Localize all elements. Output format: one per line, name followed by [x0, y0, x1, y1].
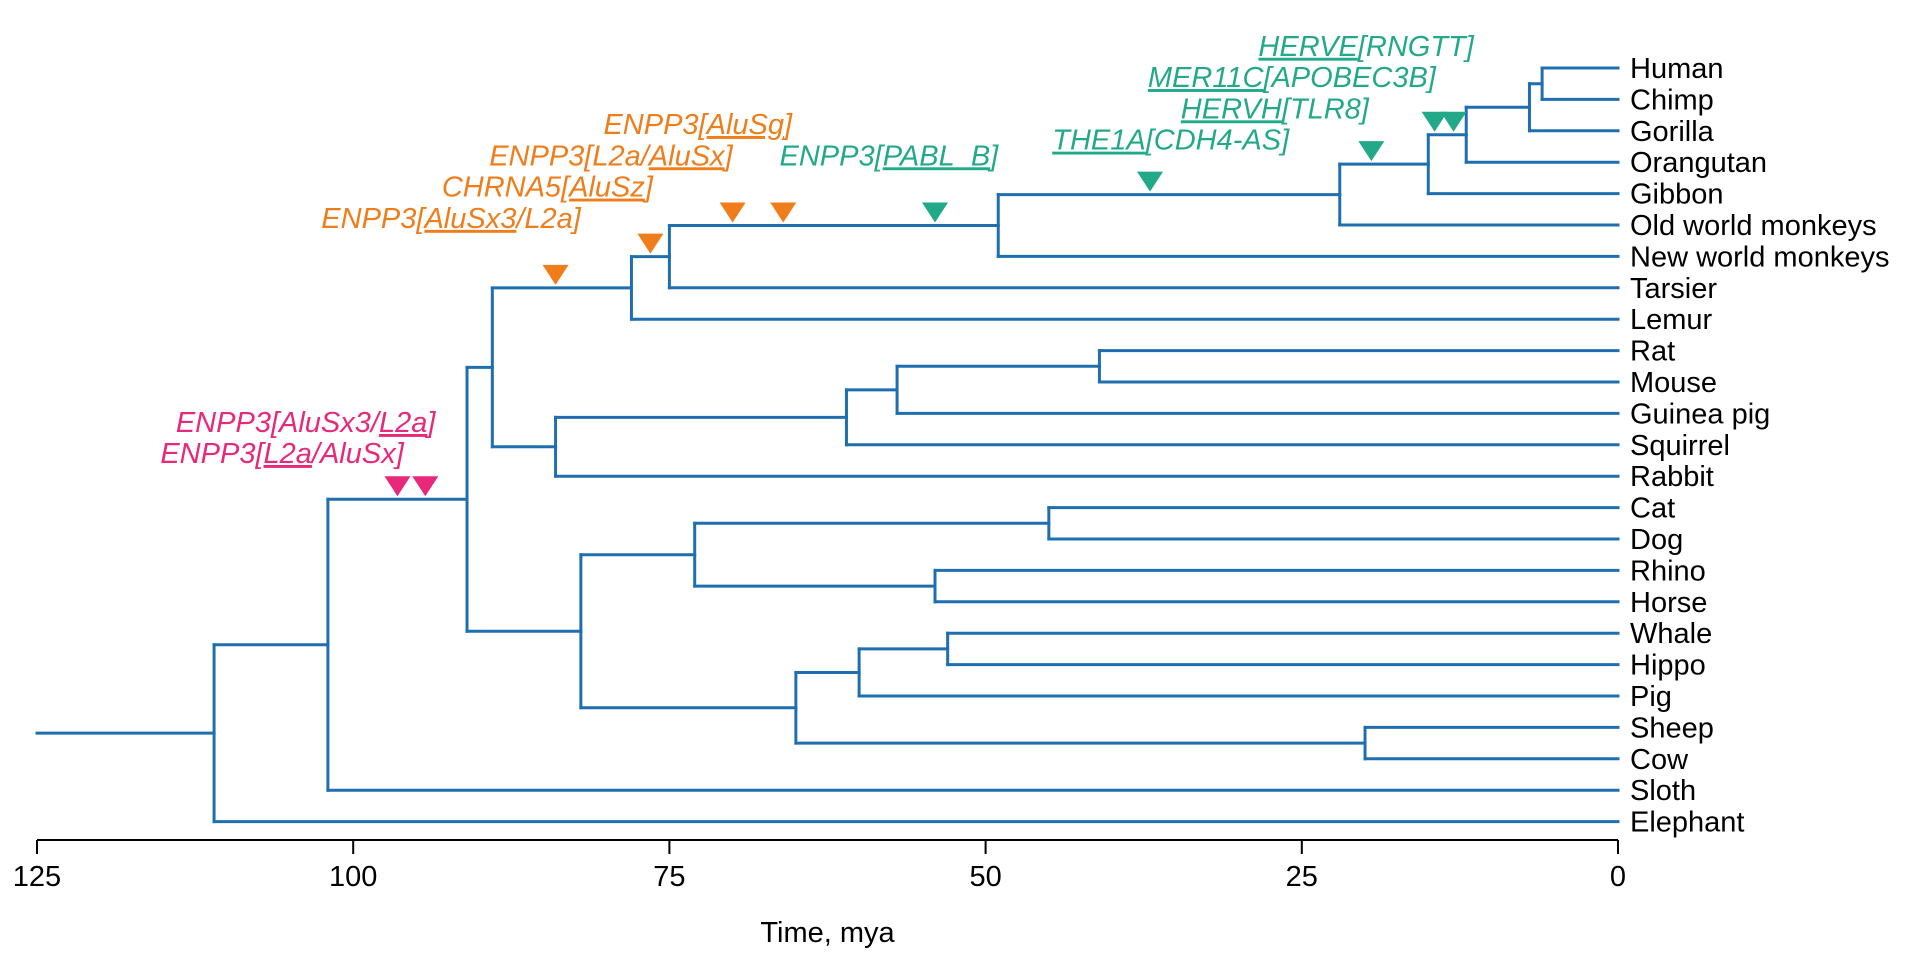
annotation-part: ]: [722, 140, 734, 172]
insertion-marker-green-7: [1137, 171, 1164, 192]
annotation-part: ENPP3[: [160, 438, 266, 470]
annotation-part: [TLR8]: [1281, 93, 1370, 125]
insertion-marker-orange-2: [542, 264, 569, 285]
insertion-markers: [384, 111, 1467, 497]
annotation-orange-5: ENPP3[AluSx3/L2a]: [321, 203, 582, 235]
tick-label-25: 25: [1286, 861, 1318, 893]
taxon-label-whale: Whale: [1630, 618, 1712, 650]
annotation-part: L2a: [264, 438, 312, 470]
annotation-part: MER11C: [1148, 62, 1265, 94]
annotation-part: AluSg: [705, 109, 784, 141]
taxon-label-rabbit: Rabbit: [1630, 461, 1714, 493]
annotation-part: AluSz: [567, 172, 645, 204]
annotation-part: CHRNA5[: [442, 172, 572, 204]
annotation-part: ]: [424, 407, 436, 439]
tick-label-50: 50: [969, 861, 1001, 893]
annotation-orange-2: ENPP3[AluSg]: [603, 109, 793, 141]
taxon-label-hippo: Hippo: [1630, 650, 1706, 682]
taxon-label-sloth: Sloth: [1630, 775, 1696, 807]
annotation-part: AluSx: [647, 140, 726, 172]
taxon-label-rat: Rat: [1630, 336, 1675, 368]
time-axis: 125 100 75 50 25 0 Time, mya: [13, 839, 1626, 949]
taxon-label-human: Human: [1630, 53, 1724, 85]
annotation-part: ENPP3[: [321, 203, 427, 235]
tick-label-125: 125: [13, 861, 61, 893]
taxon-label-tarsier: Tarsier: [1630, 273, 1717, 305]
annotation-part: /AluSx]: [310, 438, 405, 470]
insertion-marker-green-10: [1440, 111, 1467, 132]
insertion-annotations: ENPP3[AluSx3/L2a]ENPP3[L2a/AluSx]ENPP3[A…: [160, 31, 1474, 470]
insertion-marker-orange-3: [637, 233, 664, 254]
tick-label-75: 75: [653, 861, 685, 893]
annotation-orange-4: CHRNA5[AluSz]: [442, 172, 654, 204]
taxon-label-squirrel: Squirrel: [1630, 430, 1730, 462]
taxon-label-lemur: Lemur: [1630, 304, 1713, 336]
time-axis-title: Time, mya: [760, 917, 895, 949]
tree-branches: [35, 66, 1620, 824]
annotation-part: [RNGTT]: [1357, 31, 1475, 63]
taxon-label-sheep: Sheep: [1630, 712, 1714, 744]
annotation-part: [CDH4-AS]: [1145, 125, 1290, 157]
taxon-label-old-world-monkeys: Old world monkeys: [1630, 210, 1877, 242]
annotation-part: AluSx3: [422, 203, 516, 235]
insertion-marker-orange-4: [719, 202, 746, 223]
taxon-label-chimp: Chimp: [1630, 84, 1714, 116]
insertion-marker-pink-1: [412, 476, 439, 497]
annotation-part: [APOBEC3B]: [1262, 62, 1436, 94]
annotation-part: HERVH: [1181, 93, 1282, 125]
annotation-part: ENPP3[: [603, 109, 709, 141]
taxon-label-gorilla: Gorilla: [1630, 116, 1715, 148]
taxon-label-rhino: Rhino: [1630, 555, 1706, 587]
annotation-part: ]: [642, 172, 654, 204]
annotation-orange-3: ENPP3[L2a/AluSx]: [489, 140, 733, 172]
annotation-part: ]: [987, 140, 999, 172]
taxon-label-cat: Cat: [1630, 493, 1675, 525]
annotation-pink-0: ENPP3[AluSx3/L2a]: [176, 407, 437, 439]
taxon-label-new-world-monkeys: New world monkeys: [1630, 241, 1889, 273]
taxon-label-elephant: Elephant: [1630, 807, 1745, 839]
insertion-marker-green-9: [1421, 111, 1448, 132]
taxon-label-pig: Pig: [1630, 681, 1672, 713]
insertion-marker-green-6: [922, 202, 949, 223]
annotation-part: THE1A: [1052, 125, 1145, 157]
taxon-label-mouse: Mouse: [1630, 367, 1717, 399]
annotation-green-7: THE1A[CDH4-AS]: [1052, 125, 1290, 157]
annotation-green-10: HERVE[RNGTT]: [1258, 31, 1474, 63]
insertion-marker-pink-0: [384, 476, 411, 497]
annotation-part: ENPP3[L2a/: [489, 140, 652, 172]
taxon-label-orangutan: Orangutan: [1630, 147, 1767, 179]
insertion-marker-orange-5: [770, 202, 797, 223]
annotation-part: L2a: [379, 407, 427, 439]
time-axis-ticks: 125 100 75 50 25 0: [13, 840, 1626, 893]
annotation-part: ]: [781, 109, 793, 141]
annotation-part: /L2a]: [514, 203, 581, 235]
taxon-label-dog: Dog: [1630, 524, 1683, 556]
annotation-part: PABL_B: [883, 140, 990, 172]
annotation-green-8: HERVH[TLR8]: [1181, 93, 1370, 125]
annotation-green-9: MER11C[APOBEC3B]: [1148, 62, 1437, 94]
taxon-label-horse: Horse: [1630, 587, 1707, 619]
annotation-pink-1: ENPP3[L2a/AluSx]: [160, 438, 404, 470]
tick-label-100: 100: [329, 861, 377, 893]
tick-label-0: 0: [1610, 861, 1626, 893]
annotation-part: ENPP3[AluSx3/: [176, 407, 382, 439]
taxon-label-guinea-pig: Guinea pig: [1630, 398, 1770, 430]
annotation-part: ENPP3[: [780, 140, 886, 172]
taxon-label-gibbon: Gibbon: [1630, 179, 1724, 211]
annotation-green-6: ENPP3[PABL_B]: [780, 140, 1000, 172]
insertion-marker-green-8: [1358, 141, 1385, 162]
taxon-label-cow: Cow: [1630, 744, 1689, 776]
annotation-part: HERVE: [1258, 31, 1358, 63]
